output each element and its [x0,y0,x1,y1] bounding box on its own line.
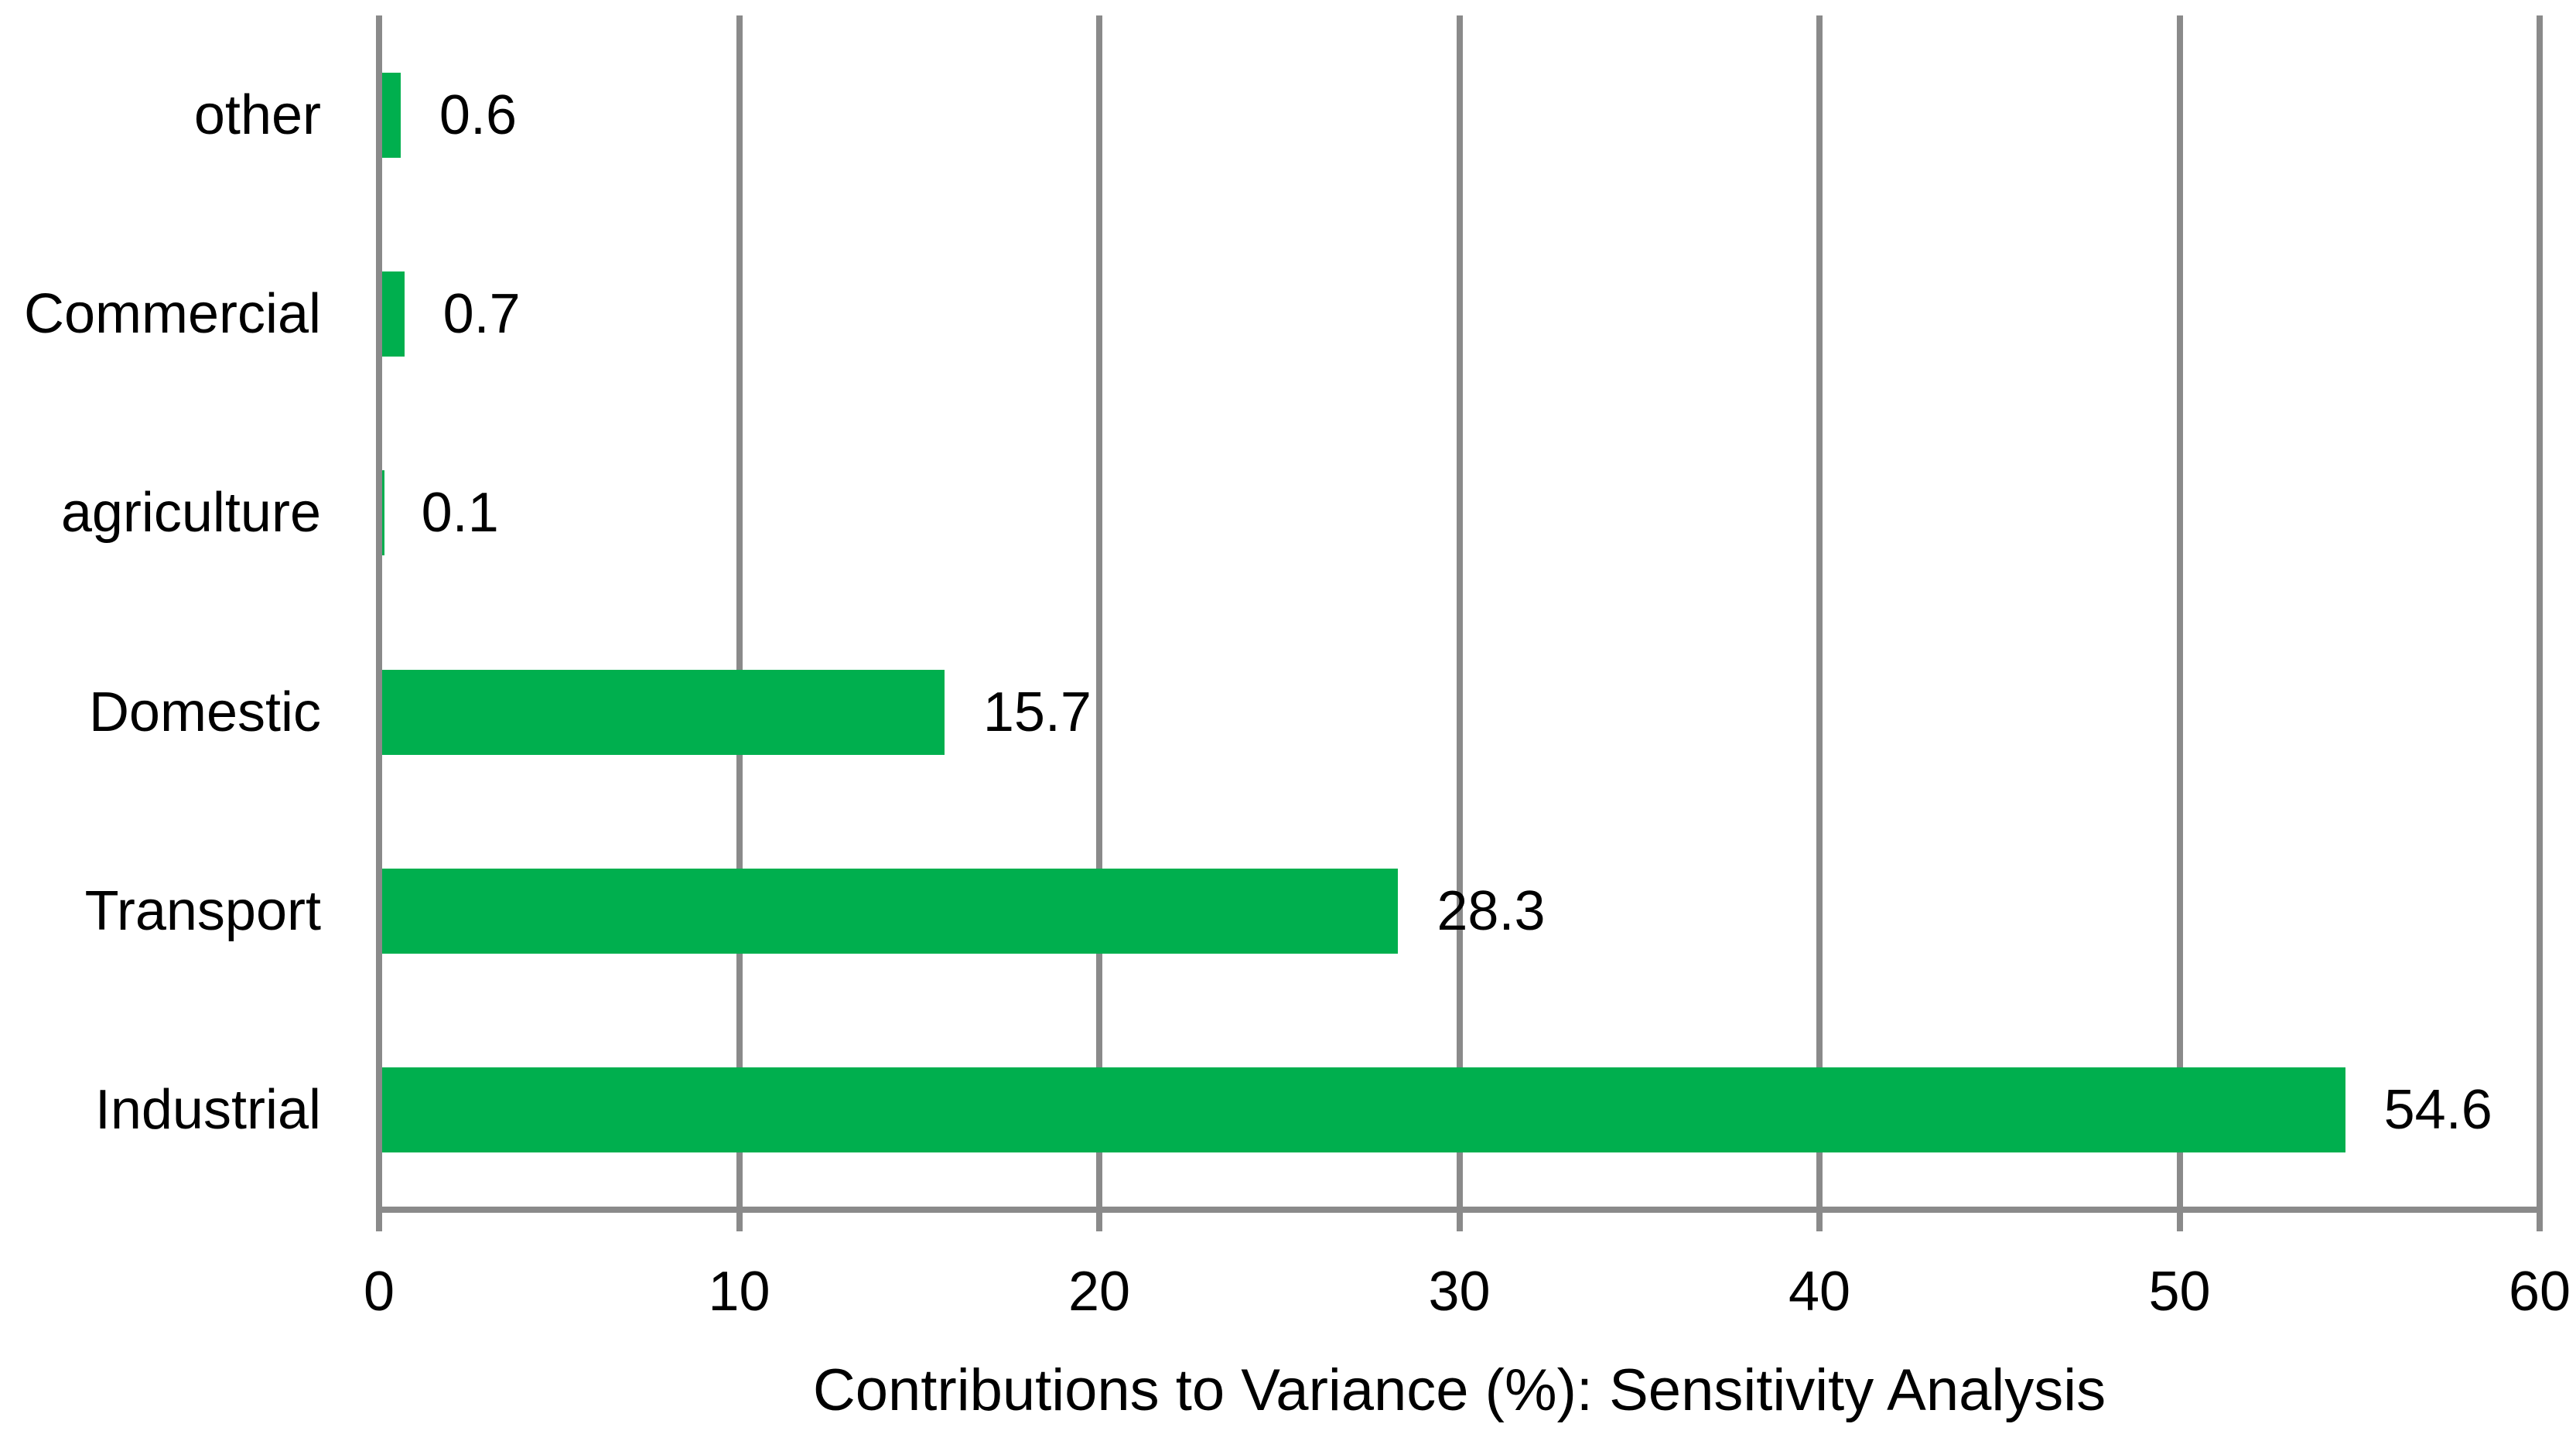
bar-value-label: 0.7 [442,283,521,345]
x-tick-label: 30 [1428,1261,1491,1323]
gridline [1096,15,1102,1213]
category-label: agriculture [60,482,321,545]
bar [382,470,384,556]
x-tick-label: 50 [2148,1261,2211,1323]
x-axis-line [376,1207,2543,1213]
bar-value-label: 0.6 [439,84,518,146]
bar [382,1067,2345,1153]
y-axis-line [376,15,382,1231]
category-label: Domestic [88,681,321,743]
x-tick-label: 40 [1788,1261,1851,1323]
gridline [1816,15,1823,1213]
tick-mark [1096,1210,1102,1231]
gridline [736,15,743,1213]
bar-value-label: 54.6 [2383,1079,2492,1142]
bar-value-label: 0.1 [421,482,499,545]
category-label: Industrial [94,1079,321,1142]
category-label: Transport [84,880,321,942]
tick-mark [2537,1210,2543,1231]
tick-mark [1456,1210,1463,1231]
tick-mark [1816,1210,1823,1231]
x-tick-label: 60 [2508,1261,2571,1323]
category-label: Commercial [23,283,321,345]
x-tick-label: 0 [363,1261,395,1323]
bar [382,669,945,755]
gridline [2537,15,2543,1213]
x-tick-label: 20 [1068,1261,1131,1323]
tick-mark [736,1210,743,1231]
gridline [1456,15,1463,1213]
bar-value-label: 15.7 [982,681,1092,743]
bar [382,271,405,357]
gridline [2176,15,2183,1213]
x-axis-title: Contributions to Variance (%): Sensitivi… [812,1357,2106,1423]
bar [382,72,401,158]
category-label: other [193,84,321,146]
bar-value-label: 28.3 [1437,880,1546,942]
x-tick-label: 10 [708,1261,770,1323]
tick-mark [2176,1210,2183,1231]
bar [382,869,1399,954]
